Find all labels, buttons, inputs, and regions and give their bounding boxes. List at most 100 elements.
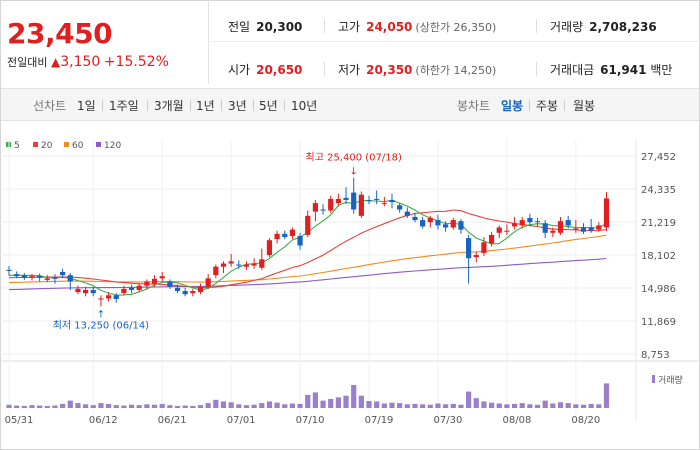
candle-body: [427, 217, 433, 223]
stat-high: 고가 24,050 (상한가 26,350): [338, 18, 496, 35]
divider: [284, 100, 285, 111]
divider: [536, 62, 537, 76]
volume-bar: [6, 404, 12, 408]
volume-legend-swatch: [652, 375, 655, 383]
stat-value: 20,300: [256, 20, 303, 34]
candle-body: [305, 215, 311, 235]
divider: [536, 19, 537, 33]
ma120-line: [8, 257, 607, 291]
candle-body: [565, 220, 571, 226]
volume-bar: [596, 404, 602, 408]
period-5y[interactable]: 5년: [259, 99, 278, 113]
volume-bar: [397, 403, 403, 408]
volume-bar: [580, 404, 587, 408]
volume-bar: [220, 401, 227, 408]
volume-bar: [557, 402, 564, 408]
volume-bar: [98, 403, 104, 408]
candle-body: [75, 288, 81, 293]
candle-body: [297, 235, 303, 246]
stat-label: 거래대금: [550, 63, 595, 77]
volume-bar: [312, 392, 318, 408]
volume-bar: [121, 405, 127, 408]
volume-bar: [496, 403, 502, 408]
x-tick-label: 08/08: [502, 415, 531, 426]
candle-body: [335, 198, 341, 204]
candle-body: [504, 230, 510, 232]
volume-bar: [113, 405, 119, 408]
candle-body: [550, 230, 556, 233]
change-label: 전일대비: [7, 56, 48, 69]
volume-bar: [343, 395, 349, 408]
candle-body: [534, 221, 541, 223]
candle-body: [251, 263, 257, 266]
volume-bar: [443, 404, 449, 408]
candle-body: [511, 223, 518, 227]
candle-body: [443, 224, 449, 228]
candle-body: [159, 276, 165, 279]
period-1w[interactable]: 1주일: [109, 99, 139, 113]
candle-weekly[interactable]: 주봉: [536, 99, 559, 113]
y-tick-label: 27,452: [641, 152, 676, 163]
volume-bar: [259, 403, 265, 408]
volume-bar: [519, 403, 525, 408]
volume-bar: [205, 403, 211, 408]
stat-value: 20,650: [256, 63, 303, 77]
stat-unit: 백만: [650, 63, 673, 77]
candle-body: [128, 287, 135, 290]
candle-body: [312, 203, 318, 212]
stat-label: 전일: [228, 20, 251, 34]
candle-body: [420, 220, 426, 227]
candle-body: [366, 199, 372, 202]
volume-bar: [381, 403, 387, 408]
price-change: 전일대비 ▲3,150 +15.52%: [7, 54, 169, 70]
volume-bar: [450, 403, 456, 408]
legend-label: 120: [104, 141, 121, 151]
period-1d[interactable]: 1일: [77, 99, 96, 113]
candle-body: [358, 194, 364, 216]
candle-body: [481, 242, 487, 253]
volume-bar: [511, 403, 518, 408]
volume-bar: [427, 404, 433, 408]
candle-monthly[interactable]: 월봉: [573, 99, 596, 113]
divider: [190, 100, 191, 111]
candle-body: [519, 220, 525, 226]
price-summary: 23,450 전일대비 ▲3,150 +15.52%: [0, 0, 209, 84]
period-3m[interactable]: 3개월: [154, 99, 184, 113]
period-1y[interactable]: 1년: [196, 99, 215, 113]
chart-legend: 5 20 60 120: [6, 141, 121, 151]
candlesticks: [6, 177, 610, 307]
volume-bar: [167, 405, 173, 408]
current-price: 23,450: [7, 17, 113, 50]
volume-bar: [603, 383, 610, 408]
candle-body: [167, 281, 173, 287]
stat-label: 저가: [338, 63, 361, 77]
period-3y[interactable]: 3년: [228, 99, 247, 113]
ma20-line: [8, 209, 607, 289]
candle-body: [29, 276, 35, 278]
candle-body: [381, 203, 387, 205]
legend-label: 60: [72, 141, 84, 151]
stat-sub: (하한가 14,250): [415, 64, 497, 77]
candle-body: [205, 278, 211, 287]
volume-bar: [21, 405, 27, 408]
candle-body: [274, 233, 280, 240]
period-10y[interactable]: 10년: [291, 99, 318, 113]
annotation-high: 최고 25,400 (07/18): [306, 152, 402, 164]
volume-bar: [320, 400, 326, 408]
candle-daily[interactable]: 일봉: [501, 99, 524, 113]
stat-value: 61,941: [600, 63, 647, 77]
stat-label: 거래량: [550, 20, 584, 34]
volume-bar: [573, 404, 579, 408]
candle-body: [243, 264, 250, 267]
candle-body: [21, 275, 27, 278]
candle-body: [121, 288, 127, 294]
volume-bar: [128, 404, 135, 408]
volume-bar: [335, 397, 341, 408]
candle-body: [289, 229, 296, 236]
candle-body: [144, 281, 150, 286]
x-tick-label: 06/21: [158, 415, 187, 426]
volume-bar: [466, 391, 472, 408]
annotation-high-arrow: ↓: [350, 167, 358, 178]
candle-body: [496, 227, 502, 233]
x-tick-label: 07/10: [296, 415, 325, 426]
